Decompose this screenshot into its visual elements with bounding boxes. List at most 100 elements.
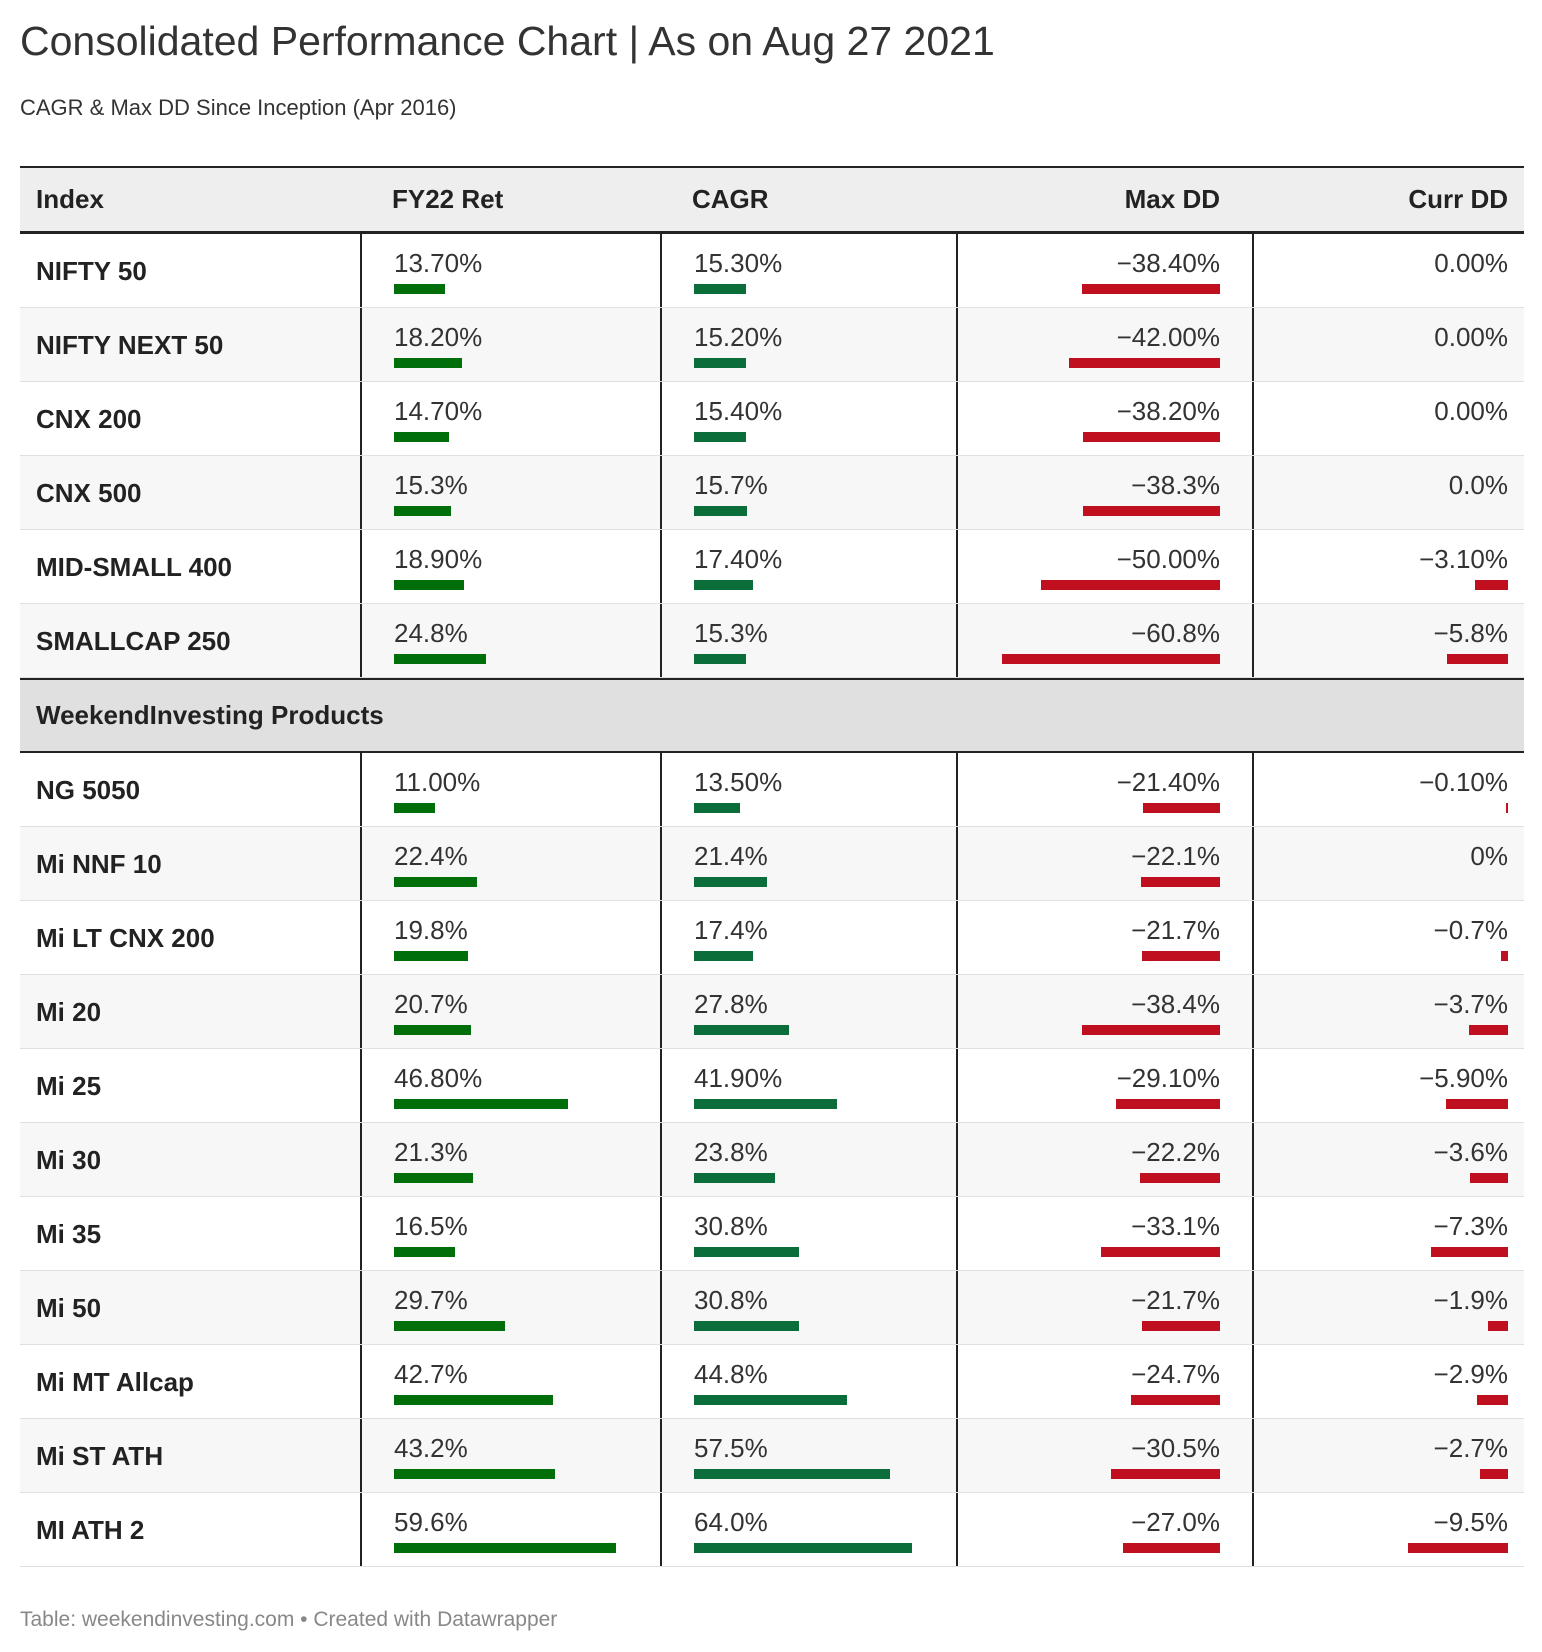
curr-dd-cell: −7.3%: [1252, 1197, 1524, 1270]
curr-dd-cell: 0.0%: [1252, 456, 1524, 529]
row-name: Mi 30: [36, 1145, 102, 1175]
row-name: NIFTY 50: [36, 256, 147, 286]
row-name-cell: Mi 50: [20, 1271, 360, 1344]
max-dd-bar: [1141, 877, 1220, 887]
row-name-cell: Mi LT CNX 200: [20, 901, 360, 974]
fy22-ret-value: 14.70%: [394, 396, 483, 426]
table-row: Mi MT Allcap 42.7% 44.8% −24.7% −2.9%: [20, 1345, 1524, 1419]
fy22-ret-cell: 19.8%: [360, 901, 660, 974]
column-header-cagr[interactable]: CAGR: [692, 184, 769, 214]
cagr-cell: 30.8%: [660, 1197, 956, 1270]
row-name: Mi 25: [36, 1071, 102, 1101]
cagr-value: 64.0%: [694, 1507, 768, 1537]
max-dd-cell: −21.40%: [956, 753, 1252, 826]
fy22-ret-bar: [394, 654, 486, 664]
fy22-ret-cell: 42.7%: [360, 1345, 660, 1418]
curr-dd-value: 0.00%: [1434, 248, 1508, 278]
max-dd-cell: −38.3%: [956, 456, 1252, 529]
max-dd-cell: −22.1%: [956, 827, 1252, 900]
max-dd-value: −60.8%: [1131, 618, 1220, 648]
fy22-ret-cell: 13.70%: [360, 234, 660, 307]
cagr-bar: [694, 951, 753, 961]
fy22-ret-value: 21.3%: [394, 1137, 468, 1167]
curr-dd-value: −5.8%: [1433, 618, 1508, 648]
fy22-ret-bar: [394, 1173, 473, 1183]
table-row: SMALLCAP 250 24.8% 15.3% −60.8% −5.8%: [20, 604, 1524, 678]
curr-dd-bar: [1408, 1543, 1508, 1553]
column-header-index[interactable]: Index: [36, 184, 104, 214]
cagr-value: 44.8%: [694, 1359, 768, 1389]
cagr-cell: 44.8%: [660, 1345, 956, 1418]
curr-dd-cell: 0.00%: [1252, 382, 1524, 455]
curr-dd-bar: [1477, 1395, 1508, 1405]
row-name-cell: Mi ST ATH: [20, 1419, 360, 1492]
row-name: MI ATH 2: [36, 1515, 145, 1545]
max-dd-value: −50.00%: [1116, 544, 1220, 574]
fy22-ret-bar: [394, 432, 449, 442]
table-row: Mi 50 29.7% 30.8% −21.7% −1.9%: [20, 1271, 1524, 1345]
row-name-cell: Mi MT Allcap: [20, 1345, 360, 1418]
cagr-bar: [694, 580, 753, 590]
fy22-ret-bar: [394, 580, 464, 590]
max-dd-bar: [1111, 1469, 1220, 1479]
fy22-ret-value: 20.7%: [394, 989, 468, 1019]
fy22-ret-cell: 18.90%: [360, 530, 660, 603]
row-name-cell: Mi 35: [20, 1197, 360, 1270]
max-dd-bar: [1002, 654, 1220, 664]
row-name: Mi LT CNX 200: [36, 923, 215, 953]
max-dd-value: −21.7%: [1131, 1285, 1220, 1315]
curr-dd-cell: −2.7%: [1252, 1419, 1524, 1492]
max-dd-bar: [1123, 1543, 1220, 1553]
max-dd-bar: [1069, 358, 1220, 368]
curr-dd-value: 0.00%: [1434, 396, 1508, 426]
row-name: NIFTY NEXT 50: [36, 330, 224, 360]
fy22-ret-value: 29.7%: [394, 1285, 468, 1315]
fy22-ret-value: 59.6%: [394, 1507, 468, 1537]
max-dd-bar: [1082, 284, 1220, 294]
fy22-ret-bar: [394, 506, 451, 516]
fy22-ret-bar: [394, 358, 462, 368]
curr-dd-cell: 0.00%: [1252, 234, 1524, 307]
max-dd-bar: [1082, 1025, 1220, 1035]
curr-dd-value: 0%: [1470, 841, 1508, 871]
fy22-ret-cell: 59.6%: [360, 1493, 660, 1566]
cagr-bar: [694, 1395, 847, 1405]
cagr-cell: 64.0%: [660, 1493, 956, 1566]
fy22-ret-bar: [394, 1247, 455, 1257]
max-dd-value: −38.40%: [1116, 248, 1220, 278]
max-dd-bar: [1116, 1099, 1220, 1109]
curr-dd-cell: −2.9%: [1252, 1345, 1524, 1418]
cagr-value: 21.4%: [694, 841, 768, 871]
fy22-ret-value: 19.8%: [394, 915, 468, 945]
fy22-ret-cell: 20.7%: [360, 975, 660, 1048]
fy22-ret-bar: [394, 1469, 555, 1479]
curr-dd-bar: [1506, 803, 1508, 813]
row-name-cell: SMALLCAP 250: [20, 604, 360, 677]
fy22-ret-cell: 16.5%: [360, 1197, 660, 1270]
curr-dd-cell: −9.5%: [1252, 1493, 1524, 1566]
fy22-ret-value: 42.7%: [394, 1359, 468, 1389]
section-header-row: WeekendInvesting Products: [20, 678, 1524, 753]
curr-dd-cell: −3.6%: [1252, 1123, 1524, 1196]
curr-dd-cell: 0%: [1252, 827, 1524, 900]
row-name: Mi NNF 10: [36, 849, 162, 879]
max-dd-bar: [1143, 803, 1220, 813]
cagr-cell: 15.7%: [660, 456, 956, 529]
cagr-value: 15.3%: [694, 618, 768, 648]
row-name-cell: Mi 25: [20, 1049, 360, 1122]
cagr-bar: [694, 877, 767, 887]
curr-dd-bar: [1431, 1247, 1508, 1257]
curr-dd-bar: [1501, 951, 1508, 961]
table-row: MID-SMALL 400 18.90% 17.40% −50.00% −3.10%: [20, 530, 1524, 604]
cagr-cell: 17.4%: [660, 901, 956, 974]
curr-dd-value: −3.10%: [1419, 544, 1508, 574]
curr-dd-cell: −1.9%: [1252, 1271, 1524, 1344]
column-header-curr-dd[interactable]: Curr DD: [1408, 184, 1508, 214]
column-header-fy22-ret[interactable]: FY22 Ret: [392, 184, 504, 214]
curr-dd-value: −2.9%: [1433, 1359, 1508, 1389]
cagr-cell: 23.8%: [660, 1123, 956, 1196]
max-dd-value: −33.1%: [1131, 1211, 1220, 1241]
column-header-max-dd[interactable]: Max DD: [1124, 184, 1220, 214]
cagr-value: 17.40%: [694, 544, 783, 574]
row-name: SMALLCAP 250: [36, 626, 231, 656]
